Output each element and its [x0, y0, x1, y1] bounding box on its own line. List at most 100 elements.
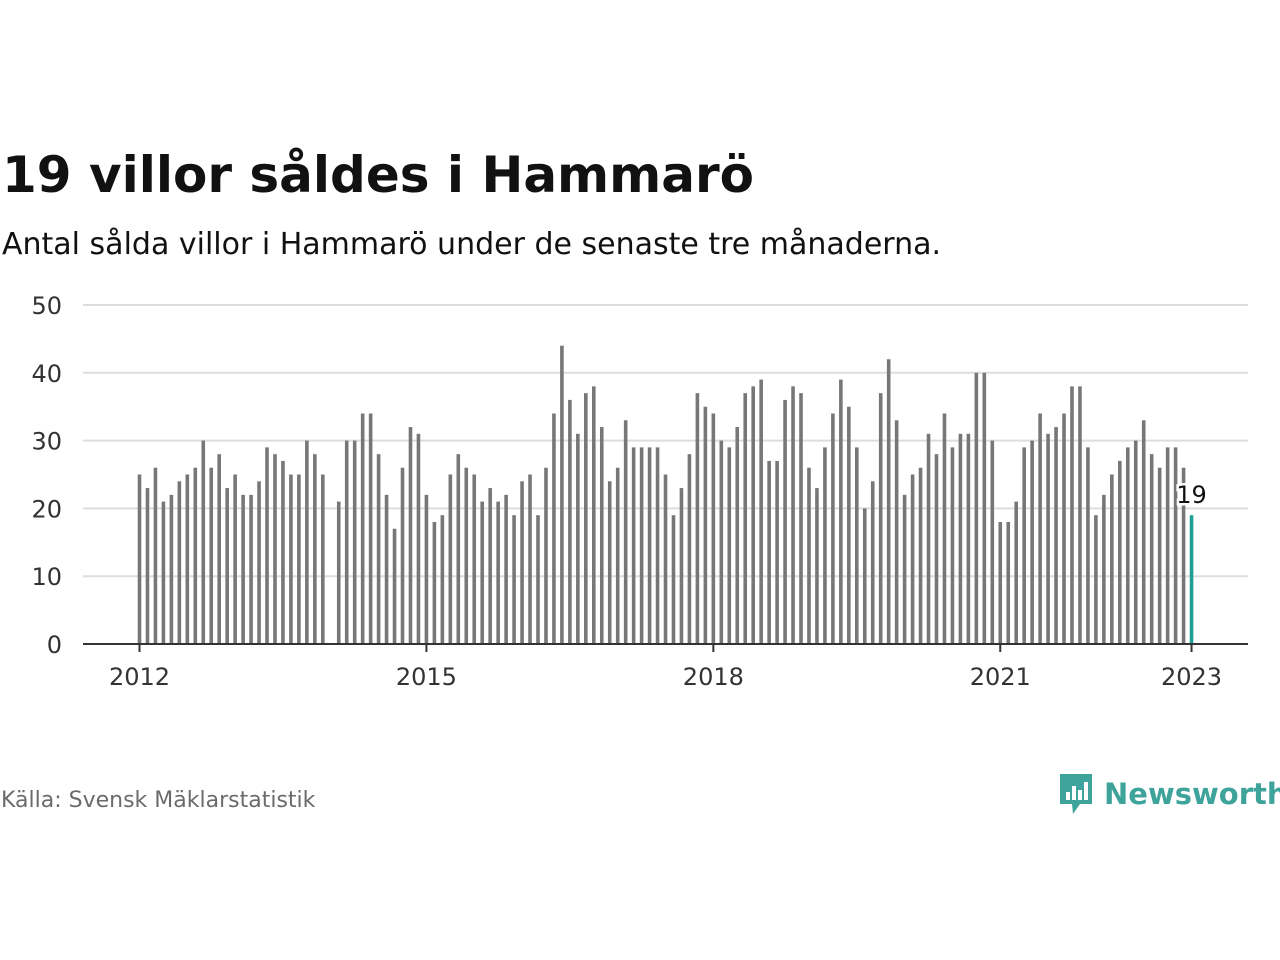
bar [679, 488, 684, 644]
bar [639, 447, 644, 644]
bar [655, 447, 660, 644]
bar [193, 467, 198, 644]
bar [727, 447, 732, 644]
bar [512, 515, 516, 644]
bar [910, 474, 915, 644]
bar [321, 474, 325, 644]
bar [440, 515, 445, 644]
bar [703, 406, 708, 644]
bar [591, 386, 596, 644]
bar [663, 474, 668, 644]
bar [990, 440, 995, 644]
bar [368, 413, 373, 644]
bar [719, 440, 724, 644]
bar [1078, 386, 1082, 644]
bar [1125, 447, 1130, 644]
bar [488, 488, 492, 644]
bar [1149, 454, 1154, 644]
bar [687, 454, 692, 644]
bar [799, 393, 803, 644]
bar [416, 433, 421, 644]
y-tick-label: 40 [31, 360, 62, 388]
y-tick-label: 0 [47, 631, 62, 659]
x-tick-label: 2018 [683, 663, 744, 691]
bar [1006, 521, 1011, 644]
chart-title: 19 villor såldes i Hammarö [2, 146, 755, 204]
gridlines [83, 304, 1248, 578]
bar [647, 447, 652, 644]
bar [671, 515, 676, 644]
bar [145, 488, 150, 644]
bar [982, 372, 987, 644]
bar [743, 393, 748, 644]
bar [448, 474, 453, 644]
chart-subtitle: Antal sålda villor i Hammarö under de se… [2, 227, 942, 262]
bar [902, 494, 907, 644]
bar [313, 454, 317, 644]
bar-latest [1189, 515, 1194, 644]
bar [161, 501, 166, 644]
bar [855, 447, 859, 644]
bar [568, 399, 572, 644]
bar [504, 494, 508, 644]
bar [751, 386, 755, 644]
bar [360, 413, 365, 644]
bar [759, 379, 763, 644]
brand-logo: Newsworthy [1058, 772, 1280, 816]
y-axis-ticks: 0 10 20 30 40 50 [31, 292, 62, 659]
bar [472, 474, 477, 644]
x-tick-label: 2021 [970, 663, 1031, 691]
bar [631, 447, 636, 644]
bar [1046, 433, 1050, 644]
bar [934, 454, 939, 644]
x-tick-label: 2015 [396, 663, 457, 691]
bars [137, 345, 1194, 644]
bar [281, 460, 285, 644]
bar [392, 528, 397, 644]
bar [1102, 494, 1106, 644]
bar [1062, 413, 1066, 644]
bar [1070, 386, 1074, 644]
bar [783, 399, 787, 644]
bar [607, 481, 612, 644]
bar [894, 420, 899, 644]
bar [376, 454, 381, 644]
bar [767, 460, 771, 644]
bar [998, 521, 1003, 644]
bar [1022, 447, 1026, 644]
chat-bar-chart-icon [1060, 774, 1092, 814]
bar [735, 427, 740, 644]
bar [400, 467, 405, 644]
bar [791, 386, 795, 644]
bar [456, 454, 461, 644]
x-tick-label: 2023 [1161, 663, 1222, 691]
bar [273, 454, 277, 644]
bar [1094, 515, 1098, 644]
y-tick-label: 20 [31, 495, 62, 523]
bar [584, 393, 588, 644]
bar [1086, 447, 1090, 644]
source-note: Källa: Svensk Mäklarstatistik [1, 788, 316, 813]
bar [384, 494, 389, 644]
y-tick-label: 10 [31, 563, 62, 591]
bar [185, 474, 190, 644]
bar [599, 427, 604, 644]
bar [265, 447, 269, 644]
bar [870, 481, 875, 644]
x-axis-ticks: 2012 2015 2018 2021 2023 [109, 644, 1222, 691]
bar [257, 481, 261, 644]
bar [464, 467, 469, 644]
bar [807, 467, 811, 644]
bar [847, 406, 851, 644]
bar [623, 420, 628, 644]
bar [201, 440, 206, 644]
bar [297, 474, 301, 644]
bar-chart: 0 10 20 30 40 50 2012 2015 2018 2021 2023 19 [31, 292, 1248, 691]
bar [432, 521, 437, 644]
bar [950, 447, 955, 644]
bar [153, 467, 158, 644]
bar [942, 413, 947, 644]
bar [560, 345, 564, 644]
bar [225, 488, 229, 644]
data-labels: 19 [1174, 479, 1210, 512]
